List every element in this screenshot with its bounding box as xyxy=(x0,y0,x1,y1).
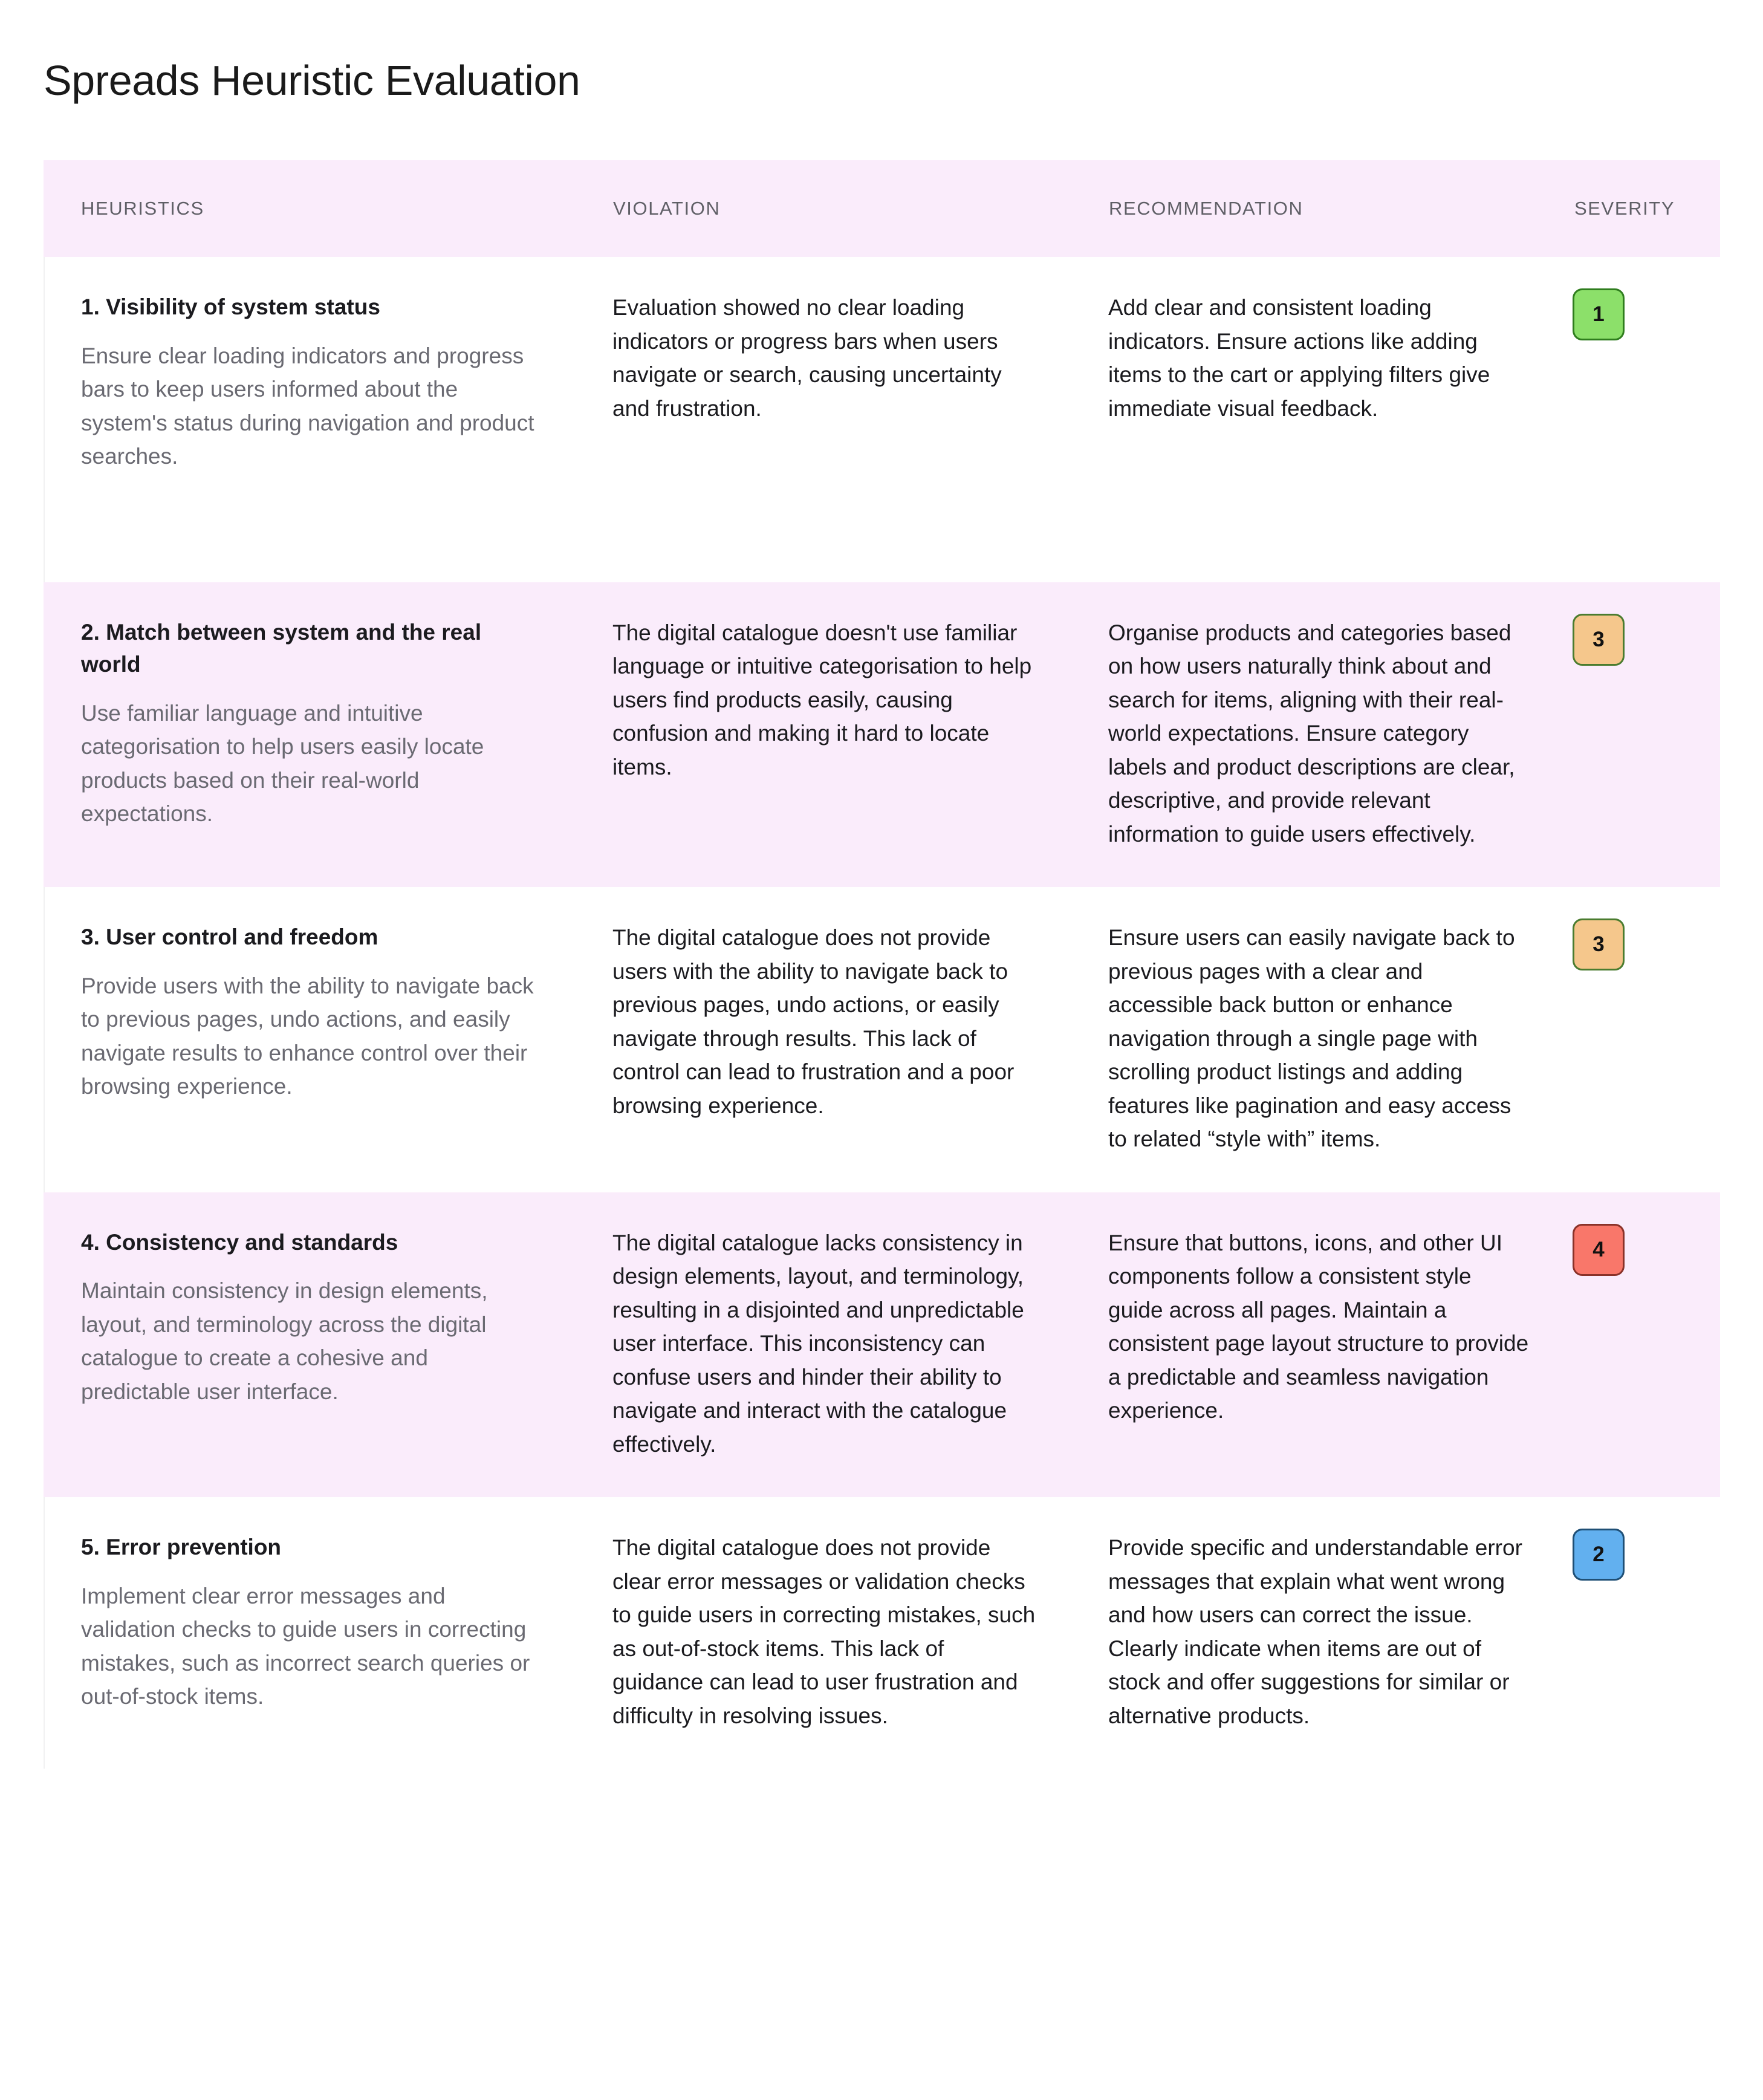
column-header-violation: VIOLATION xyxy=(576,160,1072,257)
table-header: HEURISTICS VIOLATION RECOMMENDATION SEVE… xyxy=(44,160,1720,257)
status-badge: 3 xyxy=(1573,918,1625,971)
heuristic-description: Maintain consistency in design elements,… xyxy=(81,1278,488,1404)
heuristic-cell: 5. Error prevention Implement clear erro… xyxy=(44,1497,576,1769)
heuristic-title: 4. Consistency and standards xyxy=(81,1229,398,1255)
violation-cell: The digital catalogue does not provide u… xyxy=(576,887,1072,1192)
table-row: 1. Visibility of system status Ensure cl… xyxy=(44,257,1720,582)
heuristic-cell: 2. Match between system and the real wor… xyxy=(44,582,576,888)
status-badge: 3 xyxy=(1573,613,1625,666)
table-header-row: HEURISTICS VIOLATION RECOMMENDATION SEVE… xyxy=(44,160,1720,257)
column-header-heuristics: HEURISTICS xyxy=(44,160,576,257)
heuristic-description: Implement clear error messages and valid… xyxy=(81,1583,530,1709)
status-badge: 2 xyxy=(1573,1529,1625,1581)
recommendation-cell: Organise products and categories based o… xyxy=(1072,582,1568,888)
table-row: 5. Error prevention Implement clear erro… xyxy=(44,1497,1720,1769)
column-header-recommendation: RECOMMENDATION xyxy=(1071,160,1568,257)
recommendation-cell: Ensure users can easily navigate back to… xyxy=(1072,887,1568,1192)
recommendation-text: Ensure that buttons, icons, and other UI… xyxy=(1108,1230,1529,1423)
heuristic-title: 3. User control and freedom xyxy=(81,925,378,950)
heuristic-title: 1. Visibility of system status xyxy=(81,294,380,319)
recommendation-cell: Add clear and consistent loading indicat… xyxy=(1072,257,1568,582)
recommendation-text: Add clear and consistent loading indicat… xyxy=(1108,295,1490,421)
recommendation-text: Ensure users can easily navigate back to… xyxy=(1108,925,1515,1152)
status-badge: 4 xyxy=(1573,1223,1625,1276)
heuristic-description: Use familiar language and intuitive cate… xyxy=(81,700,484,827)
severity-cell: 3 xyxy=(1568,887,1720,1192)
row-spacer xyxy=(81,473,540,546)
violation-cell: The digital catalogue lacks consistency … xyxy=(576,1192,1072,1498)
heuristic-description: Provide users with the ability to naviga… xyxy=(81,973,534,1099)
severity-cell: 2 xyxy=(1568,1497,1720,1769)
table-body: 1. Visibility of system status Ensure cl… xyxy=(44,257,1720,1769)
heuristic-description: Ensure clear loading indicators and prog… xyxy=(81,343,534,469)
violation-text: The digital catalogue lacks consistency … xyxy=(612,1230,1024,1457)
heuristic-cell: 4. Consistency and standards Maintain co… xyxy=(44,1192,576,1498)
severity-cell: 3 xyxy=(1568,582,1720,888)
column-header-severity: SEVERITY xyxy=(1567,160,1720,257)
recommendation-text: Provide specific and understandable erro… xyxy=(1108,1535,1522,1728)
violation-text: The digital catalogue doesn't use famili… xyxy=(612,620,1032,779)
status-badge: 1 xyxy=(1573,288,1625,340)
heuristic-evaluation-table: HEURISTICS VIOLATION RECOMMENDATION SEVE… xyxy=(44,160,1720,1769)
recommendation-cell: Ensure that buttons, icons, and other UI… xyxy=(1072,1192,1568,1498)
severity-cell: 1 xyxy=(1568,257,1720,582)
heuristic-title: 5. Error prevention xyxy=(81,1535,282,1560)
violation-text: The digital catalogue does not provide c… xyxy=(612,1535,1036,1728)
violation-cell: The digital catalogue does not provide c… xyxy=(576,1497,1072,1769)
violation-text: The digital catalogue does not provide u… xyxy=(612,925,1015,1118)
table-row: 2. Match between system and the real wor… xyxy=(44,582,1720,888)
severity-cell: 4 xyxy=(1568,1192,1720,1498)
heuristic-cell: 1. Visibility of system status Ensure cl… xyxy=(44,257,576,582)
table-row: 4. Consistency and standards Maintain co… xyxy=(44,1192,1720,1498)
violation-text: Evaluation showed no clear loading indic… xyxy=(612,295,1002,421)
violation-cell: The digital catalogue doesn't use famili… xyxy=(576,582,1072,888)
violation-cell: Evaluation showed no clear loading indic… xyxy=(576,257,1072,582)
heuristic-title: 2. Match between system and the real wor… xyxy=(81,619,482,677)
page-title: Spreads Heuristic Evaluation xyxy=(44,56,580,104)
recommendation-cell: Provide specific and understandable erro… xyxy=(1072,1497,1568,1769)
recommendation-text: Organise products and categories based o… xyxy=(1108,620,1515,847)
table-row: 3. User control and freedom Provide user… xyxy=(44,887,1720,1192)
heuristic-cell: 3. User control and freedom Provide user… xyxy=(44,887,576,1192)
